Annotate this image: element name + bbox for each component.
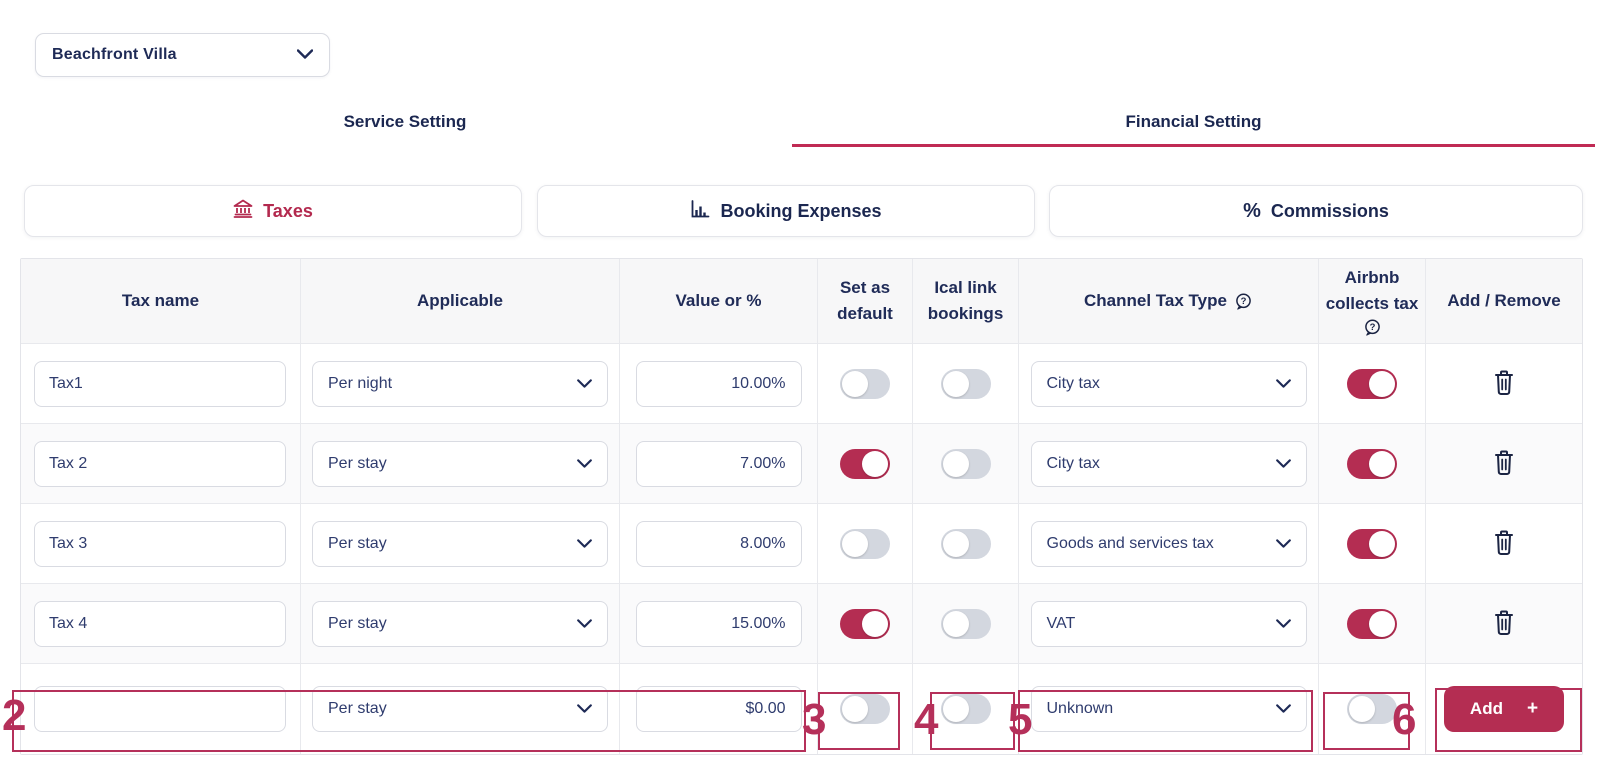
- delete-row-button[interactable]: [1491, 368, 1517, 400]
- column-header-ical-link-bookings: Ical link bookings: [913, 259, 1019, 344]
- column-header-applicable: Applicable: [301, 259, 620, 344]
- percent-icon: %: [1243, 199, 1261, 222]
- bar-chart-icon: [690, 199, 711, 224]
- help-icon[interactable]: ?: [1234, 292, 1253, 311]
- column-header-set-as-default: Set as default: [818, 259, 913, 344]
- section-button-commissions[interactable]: % Commissions: [1049, 185, 1583, 237]
- chevron-down-icon: [577, 700, 592, 718]
- tax-name-input[interactable]: [34, 600, 286, 647]
- set-as-default-toggle[interactable]: [840, 528, 890, 559]
- value-input[interactable]: [635, 600, 802, 647]
- airbnb-collects-tax-toggle[interactable]: [1347, 528, 1397, 559]
- ical-link-bookings-toggle[interactable]: [940, 608, 991, 639]
- column-header-value-or-percent: Value or %: [620, 259, 818, 344]
- new-tax-name-input[interactable]: [34, 686, 286, 732]
- applicable-dropdown[interactable]: Per night: [312, 360, 608, 407]
- column-header-tax-name: Tax name: [21, 259, 301, 344]
- airbnb-collects-tax-toggle[interactable]: [1347, 608, 1397, 639]
- section-button-booking-expenses[interactable]: Booking Expenses: [537, 185, 1035, 237]
- value-input[interactable]: [635, 360, 802, 407]
- add-button[interactable]: Add +: [1444, 686, 1564, 732]
- new-applicable-dropdown[interactable]: Per stay: [312, 686, 608, 732]
- channel-tax-type-dropdown[interactable]: Goods and services tax: [1030, 520, 1307, 567]
- tax-name-input[interactable]: [34, 520, 286, 567]
- chevron-down-icon: [1275, 700, 1291, 718]
- column-header-airbnb-collects-tax: Airbnb collects tax ?: [1319, 259, 1426, 344]
- trash-icon: [1491, 608, 1517, 640]
- property-selector-value: Beachfront Villa: [52, 46, 177, 63]
- ical-link-bookings-toggle[interactable]: [940, 448, 991, 479]
- applicable-dropdown[interactable]: Per stay: [312, 520, 608, 567]
- tax-name-input[interactable]: [34, 360, 286, 407]
- chevron-down-icon: [296, 46, 314, 64]
- airbnb-collects-tax-toggle[interactable]: [1347, 448, 1397, 479]
- value-input[interactable]: [635, 440, 802, 487]
- trash-icon: [1491, 448, 1517, 480]
- chevron-down-icon: [577, 615, 592, 633]
- channel-tax-type-dropdown[interactable]: City tax: [1030, 360, 1307, 407]
- chevron-down-icon: [1275, 615, 1291, 633]
- section-button-taxes-label: Taxes: [263, 200, 313, 221]
- chevron-down-icon: [577, 455, 592, 473]
- svg-text:?: ?: [1241, 296, 1247, 307]
- set-as-default-toggle[interactable]: [840, 448, 890, 479]
- channel-tax-type-dropdown[interactable]: City tax: [1030, 440, 1307, 487]
- column-header-channel-tax-type: Channel Tax Type ?: [1019, 259, 1319, 344]
- taxes-table: Tax name Applicable Value or % Set as de…: [20, 258, 1583, 755]
- new-value-input[interactable]: [635, 686, 802, 732]
- set-as-default-toggle[interactable]: [840, 368, 890, 399]
- delete-row-button[interactable]: [1491, 528, 1517, 560]
- chevron-down-icon: [577, 375, 592, 393]
- chevron-down-icon: [1275, 375, 1291, 393]
- section-button-booking-expenses-label: Booking Expenses: [720, 200, 882, 221]
- section-button-taxes[interactable]: Taxes: [24, 185, 522, 237]
- tax-name-input[interactable]: [34, 440, 286, 487]
- active-tab-underline: [792, 144, 1595, 147]
- bank-icon: [233, 199, 253, 224]
- chevron-down-icon: [1275, 455, 1291, 473]
- new-channel-tax-type-dropdown[interactable]: Unknown: [1030, 686, 1307, 732]
- new-airbnb-collects-tax-toggle[interactable]: [1347, 694, 1397, 724]
- applicable-dropdown[interactable]: Per stay: [312, 600, 608, 647]
- applicable-dropdown[interactable]: Per stay: [312, 440, 608, 487]
- channel-tax-type-dropdown[interactable]: VAT: [1030, 600, 1307, 647]
- plus-icon: +: [1526, 698, 1539, 719]
- svg-text:?: ?: [1369, 322, 1375, 333]
- delete-row-button[interactable]: [1491, 448, 1517, 480]
- help-icon[interactable]: ?: [1363, 318, 1382, 337]
- chevron-down-icon: [1275, 535, 1291, 553]
- set-as-default-toggle[interactable]: [840, 608, 890, 639]
- add-button-label: Add: [1469, 699, 1503, 718]
- chevron-down-icon: [577, 535, 592, 553]
- trash-icon: [1491, 368, 1517, 400]
- new-set-as-default-toggle[interactable]: [840, 694, 890, 724]
- column-header-add-remove: Add / Remove: [1426, 259, 1582, 344]
- tab-financial-setting[interactable]: Financial Setting: [1125, 112, 1262, 131]
- airbnb-collects-tax-toggle[interactable]: [1347, 368, 1397, 399]
- section-button-commissions-label: Commissions: [1270, 200, 1389, 221]
- trash-icon: [1491, 528, 1517, 560]
- new-ical-link-bookings-toggle[interactable]: [940, 694, 991, 724]
- delete-row-button[interactable]: [1491, 608, 1517, 640]
- value-input[interactable]: [635, 520, 802, 567]
- property-selector[interactable]: Beachfront Villa: [35, 33, 330, 77]
- ical-link-bookings-toggle[interactable]: [940, 528, 991, 559]
- ical-link-bookings-toggle[interactable]: [940, 368, 991, 399]
- tab-service-setting[interactable]: Service Setting: [343, 112, 467, 131]
